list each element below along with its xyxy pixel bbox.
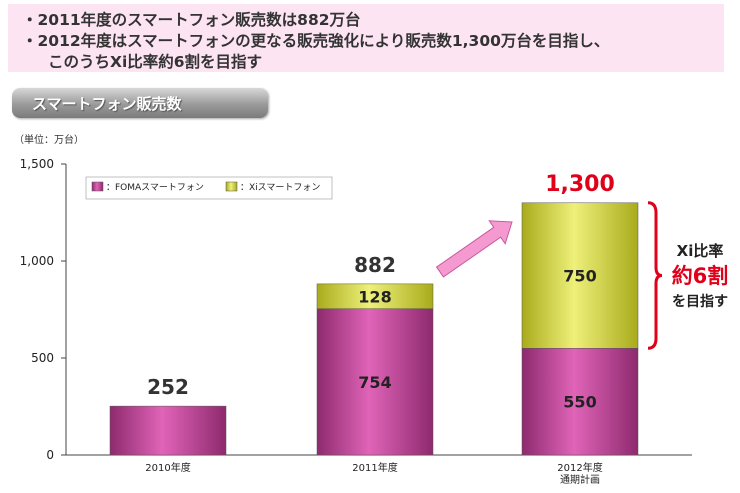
- segment-label: 750: [563, 267, 596, 286]
- y-tick-label: 1,500: [20, 157, 54, 171]
- unit-label: （単位：万台）: [14, 135, 84, 146]
- section-title: スマートフォン販売数: [32, 95, 182, 113]
- category-label: 2012年度: [557, 461, 602, 474]
- legend-swatch-foma: [91, 181, 104, 192]
- segment-label: 550: [563, 393, 596, 412]
- category-label: 2011年度: [352, 461, 397, 474]
- legend-swatch-xi: [225, 181, 238, 192]
- category-label: 通期計画: [560, 473, 600, 486]
- total-label: 882: [354, 253, 396, 277]
- y-tick-label: 1,000: [20, 254, 54, 268]
- growth-arrow: [435, 220, 513, 278]
- category-label: 2010年度: [145, 461, 190, 474]
- bar-foma: [109, 405, 227, 456]
- bar-xi: [316, 283, 434, 309]
- annotation-line-2: 約6割: [672, 264, 729, 288]
- summary-line-3: このうちXi比率約6割を目指す: [48, 53, 263, 71]
- annotation-line-3: を目指す: [672, 293, 728, 310]
- xi-share-brace: [647, 201, 663, 350]
- bar-xi: [521, 202, 639, 349]
- summary-line-1: ・2011年度のスマートフォン販売数は882万台: [22, 11, 361, 29]
- segment-label: 128: [358, 287, 391, 306]
- legend-label: ：FOMAスマートフォン: [106, 183, 204, 193]
- summary-banner: ・2011年度のスマートフォン販売数は882万台 ・2012年度はスマートフォン…: [8, 4, 724, 72]
- total-label: 1,300: [545, 172, 615, 197]
- annotation-line-1: Xi比率: [677, 242, 724, 260]
- bar-foma: [521, 348, 639, 456]
- y-tick-label: 0: [46, 448, 54, 462]
- segment-label: 754: [358, 373, 391, 392]
- y-tick-label: 500: [31, 351, 54, 365]
- summary-line-2: ・2012年度はスマートフォンの更なる販売強化により販売数1,300万台を目指し…: [22, 32, 610, 50]
- legend-box: [85, 176, 333, 200]
- total-label: 252: [147, 375, 189, 399]
- section-title-tab: スマートフォン販売数: [12, 88, 268, 118]
- growth-arrow-shape: [435, 220, 513, 278]
- legend-label: ：Xiスマートフォン: [240, 183, 320, 193]
